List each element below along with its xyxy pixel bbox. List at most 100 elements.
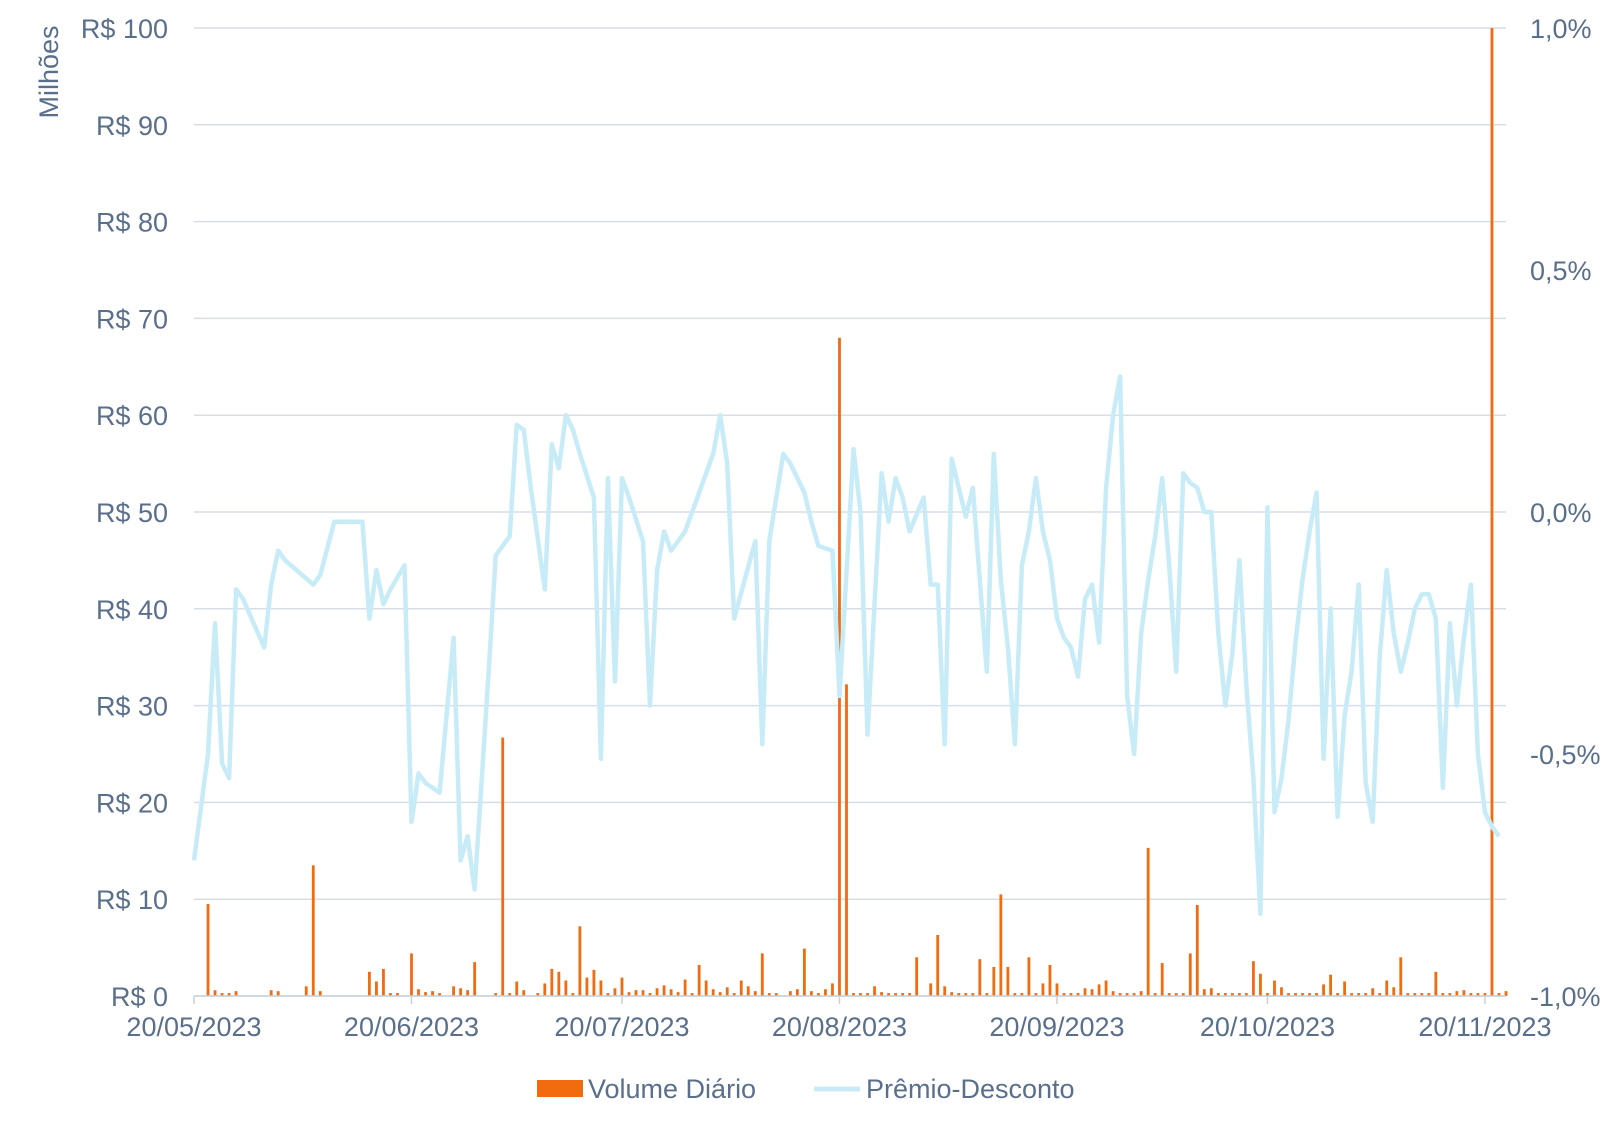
volume-bar — [585, 977, 589, 996]
volume-bar — [641, 990, 645, 996]
volume-bar — [1308, 993, 1311, 996]
volume-bar — [929, 983, 933, 996]
volume-bar — [908, 993, 912, 996]
volume-bar — [1357, 993, 1361, 996]
volume-bar — [438, 993, 441, 996]
volume-bar — [543, 983, 547, 996]
left-tick-label: R$ 80 — [96, 208, 168, 238]
volume-bar — [234, 991, 238, 996]
volume-bar — [501, 737, 505, 996]
right-axis-ticks: -1,0% -0,5% 0,0% 0,5% 1,0% — [1530, 14, 1601, 1012]
volume-bar — [1455, 991, 1459, 996]
volume-bar — [746, 986, 750, 996]
volume-bar — [915, 957, 919, 996]
volume-bar — [802, 948, 806, 996]
volume-bar — [1083, 988, 1087, 996]
volume-bar — [592, 969, 596, 996]
volume-bar — [578, 926, 582, 996]
volume-bar — [992, 966, 996, 996]
volume-bar — [1350, 993, 1354, 996]
volume-bar — [473, 962, 477, 996]
volume-bar — [1406, 993, 1410, 996]
volume-bar — [1153, 993, 1157, 996]
volume-bar — [571, 993, 575, 996]
volume-bar — [466, 990, 470, 996]
volume-bar — [795, 989, 799, 996]
volume-bar — [424, 992, 427, 996]
volume-bar — [1055, 983, 1059, 996]
volume-bar — [417, 989, 420, 996]
volume-bar — [957, 993, 961, 996]
volume-bar — [1315, 993, 1318, 996]
volume-bar — [1034, 993, 1038, 996]
volume-bar — [599, 980, 603, 996]
volume-bar — [220, 993, 224, 996]
volume-bar — [704, 980, 708, 996]
volume-bar — [1245, 993, 1248, 996]
volume-bar — [494, 993, 498, 996]
volume-bar — [1237, 993, 1241, 996]
volume-bar — [718, 992, 722, 996]
right-tick-label: -0,5% — [1530, 740, 1601, 770]
volume-bar — [1146, 847, 1150, 996]
left-tick-label: R$ 10 — [96, 885, 168, 915]
volume-bar — [1336, 993, 1340, 996]
volume-bar — [508, 993, 512, 996]
volume-bar — [901, 993, 905, 996]
volume-bar — [1202, 989, 1206, 996]
volume-bar — [1097, 984, 1101, 996]
volume-bar — [564, 980, 568, 996]
x-tick-label: 20/07/2023 — [554, 1012, 689, 1042]
volume-bar — [206, 904, 210, 996]
volume-bar — [662, 985, 666, 996]
volume-bar — [634, 990, 638, 996]
volume-bar — [1266, 993, 1269, 996]
left-tick-label: R$ 100 — [81, 14, 168, 44]
volume-bar — [753, 991, 757, 996]
volume-bar — [711, 989, 715, 996]
volume-bar — [845, 684, 848, 996]
volume-bar — [304, 986, 308, 996]
volume-bar — [648, 993, 652, 996]
volume-bar — [1027, 957, 1031, 996]
volume-bar — [1013, 993, 1017, 996]
volume-bar — [382, 968, 385, 996]
x-tick-label: 20/06/2023 — [344, 1012, 479, 1042]
volume-bar — [1364, 993, 1368, 996]
volume-bar — [1392, 987, 1396, 996]
volume-bar — [1111, 991, 1115, 996]
volume-bar — [1371, 988, 1375, 996]
volume-bar — [774, 993, 778, 996]
legend-label-volume: Volume Diário — [588, 1074, 756, 1104]
volume-bar — [1483, 993, 1487, 996]
volume-bar — [1322, 984, 1325, 996]
volume-bar — [1062, 993, 1066, 996]
volume-bar — [1209, 988, 1213, 996]
volume-bar — [683, 979, 687, 996]
left-tick-label: R$ 60 — [96, 401, 168, 431]
volume-bar — [550, 968, 554, 996]
volume-bar — [627, 992, 631, 996]
volume-bar — [1490, 28, 1494, 996]
volume-bar — [620, 977, 624, 996]
volume-bar — [859, 993, 862, 996]
volume-bar — [410, 953, 413, 996]
volume-bar — [1167, 993, 1171, 996]
x-tick-label: 20/10/2023 — [1200, 1012, 1335, 1042]
volume-bar — [1399, 957, 1403, 996]
volume-bar — [1006, 966, 1010, 996]
volume-bar — [676, 992, 680, 996]
volume-bar — [1427, 993, 1431, 996]
volume-bar — [389, 993, 392, 996]
volume-bar — [1090, 989, 1094, 996]
volume-bar — [985, 993, 989, 996]
volume-bar — [697, 965, 701, 996]
x-tick-label: 20/05/2023 — [126, 1012, 261, 1042]
left-tick-label: R$ 50 — [96, 498, 168, 528]
volume-bar — [1195, 905, 1199, 996]
left-tick-label: R$ 70 — [96, 304, 168, 334]
volume-bar — [606, 993, 610, 996]
volume-bar — [1434, 971, 1438, 996]
legend-swatch-volume — [537, 1080, 583, 1097]
volume-bar — [1041, 983, 1045, 996]
